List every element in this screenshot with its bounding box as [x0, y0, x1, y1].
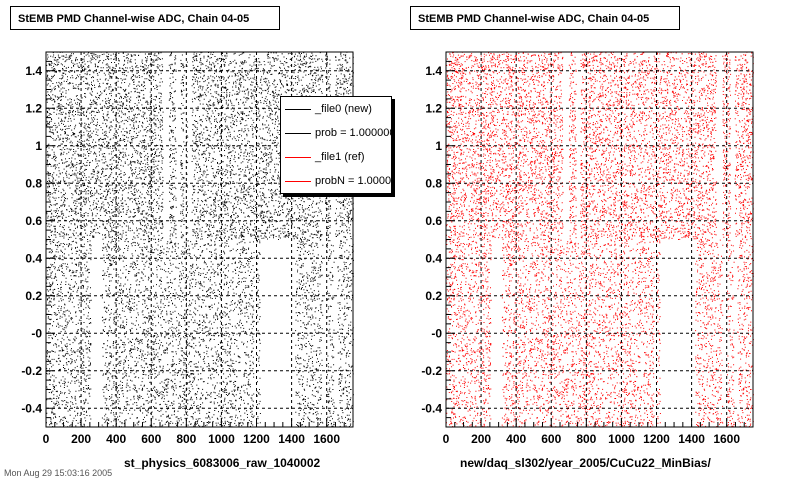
y-tick-label: 0.6 — [25, 214, 42, 228]
y-tick-label: 0.2 — [25, 289, 42, 303]
legend-line-prob — [285, 133, 311, 134]
x-tick-label: 1600 — [713, 432, 740, 446]
right-scatter-plot: 0 200 400 600 800 1000 1200 1400 1600 -0.4 -0.2 -0 0… — [421, 51, 754, 446]
right-x-axis-title: new/daq_sl302/year_2005/CuCu22_MinBias/ — [460, 456, 711, 470]
x-tick-label: 1400 — [678, 432, 705, 446]
x-tick-label: 200 — [71, 432, 91, 446]
left-panel-title: StEMB PMD Channel-wise ADC, Chain 04-05 — [10, 6, 280, 30]
x-tick-label: 600 — [541, 432, 561, 446]
x-tick-label: 200 — [471, 432, 491, 446]
y-tick-label: -0 — [31, 326, 42, 340]
y-tick-label: 1.4 — [425, 64, 442, 78]
legend-line-file0 — [285, 109, 311, 110]
y-tick-label: 1.2 — [425, 101, 442, 115]
legend: _file0 (new) prob = 1.000000 _file1 (ref… — [280, 96, 392, 194]
legend-label-file1: _file1 (ref) — [315, 151, 365, 163]
x-tick-label: 0 — [43, 432, 50, 446]
y-tick-label: 0.6 — [425, 214, 442, 228]
legend-label-prob: prob = 1.000000 — [315, 127, 392, 139]
legend-item-file1: _file1 (ref) — [281, 149, 391, 165]
x-tick-label: 800 — [576, 432, 596, 446]
y-tick-label: -0 — [431, 326, 442, 340]
scatter-points — [46, 51, 354, 428]
left-scatter-plot: 0 200 400 600 800 1000 1200 1400 1600 -0.4 -0.2 -0 0… — [21, 51, 354, 446]
y-tick-label: -0.2 — [21, 364, 42, 378]
x-tick-label: 1000 — [208, 432, 235, 446]
x-tick-label: 1200 — [243, 432, 270, 446]
x-tick-label: 400 — [106, 432, 126, 446]
legend-item-file0: _file0 (new) — [281, 101, 391, 117]
legend-line-file1 — [285, 157, 311, 158]
x-tick-label: 600 — [141, 432, 161, 446]
y-tick-label: -0.4 — [421, 401, 442, 415]
x-tick-label: 1000 — [608, 432, 635, 446]
y-tick-label: 0.8 — [25, 176, 42, 190]
y-tick-label: -0.2 — [421, 364, 442, 378]
legend-line-probn — [285, 181, 311, 182]
legend-item-prob: prob = 1.000000 — [281, 125, 392, 141]
scatter-points — [446, 51, 754, 428]
right-panel-title: StEMB PMD Channel-wise ADC, Chain 04-05 — [410, 6, 680, 30]
y-tick-label: -0.4 — [21, 401, 42, 415]
y-tick-label: 0.4 — [25, 251, 42, 265]
left-x-axis-title: st_physics_6083006_raw_1040002 — [124, 456, 321, 470]
x-tick-label: 800 — [176, 432, 196, 446]
y-tick-label: 1 — [35, 139, 42, 153]
y-tick-label: 1.2 — [25, 101, 42, 115]
y-tick-label: 0.2 — [425, 289, 442, 303]
footer-timestamp: Mon Aug 29 15:03:16 2005 — [4, 468, 113, 478]
x-tick-label: 400 — [506, 432, 526, 446]
y-tick-label: 1 — [435, 139, 442, 153]
legend-item-probn: probN = 1.000000 — [281, 173, 392, 189]
y-tick-label: 1.4 — [25, 64, 42, 78]
x-tick-label: 1200 — [643, 432, 670, 446]
y-tick-label: 0.8 — [425, 176, 442, 190]
y-tick-label: 0.4 — [425, 251, 442, 265]
x-tick-label: 1600 — [313, 432, 340, 446]
x-tick-label: 0 — [443, 432, 450, 446]
legend-label-probn: probN = 1.000000 — [315, 175, 392, 187]
x-tick-label: 1400 — [278, 432, 305, 446]
legend-label-file0: _file0 (new) — [315, 103, 372, 115]
